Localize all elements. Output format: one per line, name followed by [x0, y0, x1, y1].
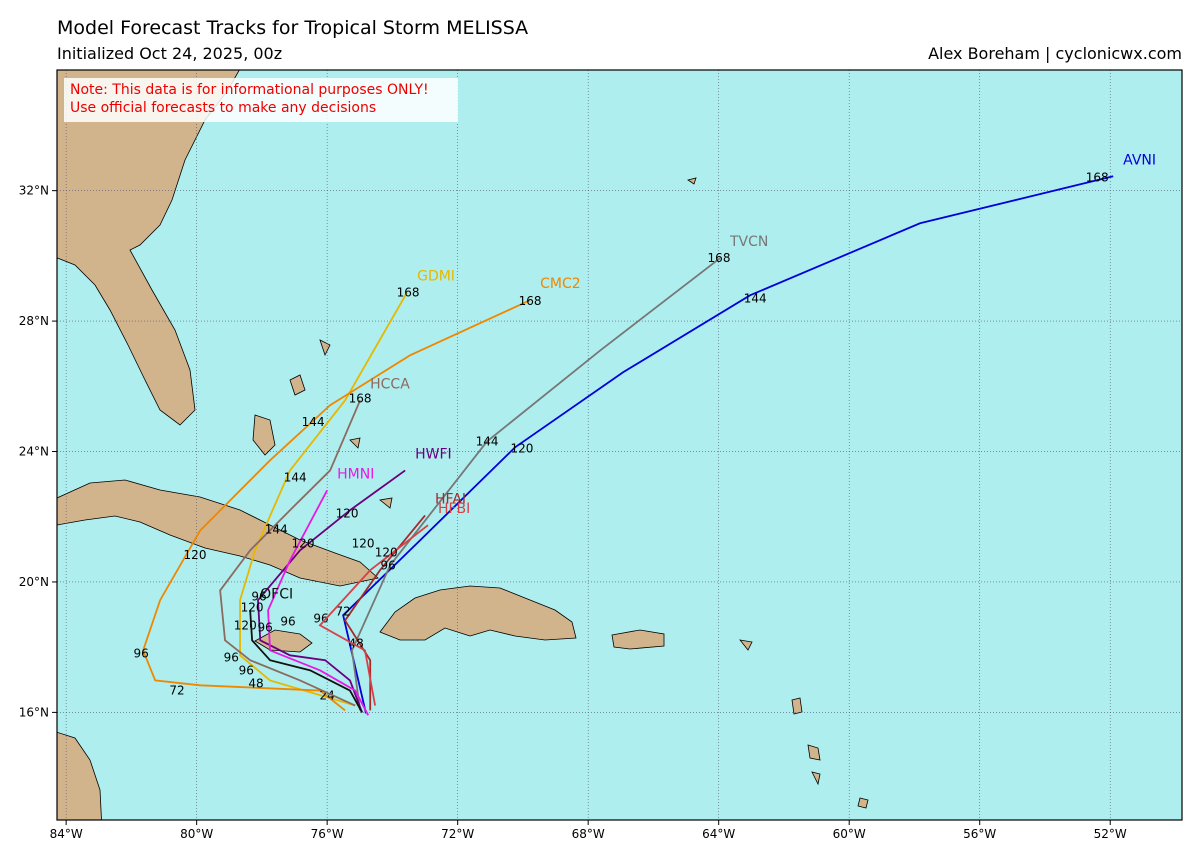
- forecast-hour: 96: [280, 614, 295, 628]
- track: [318, 524, 429, 706]
- lat-label: 16°N: [19, 705, 49, 719]
- lat-label: 20°N: [19, 575, 49, 589]
- lon-label: 52°W: [1094, 827, 1127, 841]
- credit: Alex Boreham | cyclonicwx.com: [928, 44, 1182, 63]
- forecast-hour: 144: [265, 522, 288, 536]
- forecast-hour: 120: [375, 545, 398, 559]
- track-name: OFCI: [260, 586, 293, 602]
- forecast-hour: 120: [241, 600, 264, 614]
- ocean: [57, 70, 1182, 820]
- track: [249, 610, 363, 713]
- forecast-hour: 120: [352, 536, 375, 550]
- track-name: GDMI: [417, 268, 455, 284]
- forecast-hour: 144: [476, 434, 499, 448]
- frame: [56, 69, 1183, 821]
- lon-label: 68°W: [572, 827, 605, 841]
- track-name: HMNI: [337, 466, 374, 482]
- forecast-hour: 72: [336, 604, 351, 618]
- track: [267, 489, 370, 716]
- track: [219, 399, 361, 707]
- graticule: [57, 70, 1182, 820]
- lon-label: 72°W: [441, 827, 474, 841]
- title: Model Forecast Tracks for Tropical Storm…: [57, 17, 528, 39]
- forecast-hour: 144: [302, 415, 325, 429]
- lat-label: 24°N: [19, 445, 49, 459]
- lon-label: 64°W: [702, 827, 735, 841]
- track-name: HFAI: [435, 491, 466, 507]
- forecast-hour: 120: [336, 506, 359, 520]
- track-name: TVCN: [729, 234, 768, 250]
- forecast-hour: 168: [708, 251, 731, 265]
- subtitle: Initialized Oct 24, 2025, 00z: [57, 44, 282, 63]
- track-name: CMC2: [540, 276, 581, 292]
- tracks: AVNI120144168TVCN144168GDMI96120144168CM…: [134, 152, 1156, 716]
- track: [351, 257, 721, 711]
- lon-label: 76°W: [311, 827, 344, 841]
- forecast-hour: 168: [519, 294, 542, 308]
- lon-label: 80°W: [180, 827, 213, 841]
- forecast-hour: 120: [292, 536, 315, 550]
- disclaimer-box: [64, 78, 458, 122]
- track: [257, 469, 406, 713]
- forecast-hour: 120: [234, 618, 257, 632]
- forecast-hour: 168: [1086, 170, 1109, 184]
- disclaimer: Note: This data is for informational pur…: [70, 82, 429, 98]
- track: [142, 299, 531, 712]
- forecast-hour: 120: [510, 441, 533, 455]
- lat-label: 28°N: [19, 314, 49, 328]
- lat-label: 32°N: [19, 184, 49, 198]
- forecast-hour: 72: [169, 684, 184, 698]
- forecast-hour: 96: [251, 589, 266, 603]
- forecast-hour: 144: [284, 470, 307, 484]
- lon-label: 56°W: [963, 827, 996, 841]
- forecast-hour: 168: [397, 285, 420, 299]
- forecast-hour: 120: [184, 548, 207, 562]
- forecast-hour: 96: [224, 650, 239, 664]
- track-name: HWFI: [415, 446, 452, 462]
- track: [239, 291, 408, 707]
- forecast-hour: 168: [349, 391, 372, 405]
- track-name: AVNI: [1123, 152, 1156, 168]
- lon-label: 84°W: [50, 827, 83, 841]
- lon-label: 60°W: [833, 827, 866, 841]
- forecast-hour: 144: [744, 291, 767, 305]
- disclaimer: Use official forecasts to make any decis…: [70, 100, 376, 116]
- track-name: HCCA: [370, 376, 410, 392]
- track: [342, 175, 1114, 714]
- forecast-hour: 96: [258, 620, 273, 634]
- forecast-hour: 96: [313, 611, 328, 625]
- forecast-hour: 96: [134, 646, 149, 660]
- forecast-hour: 96: [239, 663, 254, 677]
- track-name: HFBI: [438, 501, 470, 517]
- forecast-hour: 48: [248, 676, 263, 690]
- forecast-hour: 96: [381, 558, 396, 572]
- land: [57, 70, 869, 820]
